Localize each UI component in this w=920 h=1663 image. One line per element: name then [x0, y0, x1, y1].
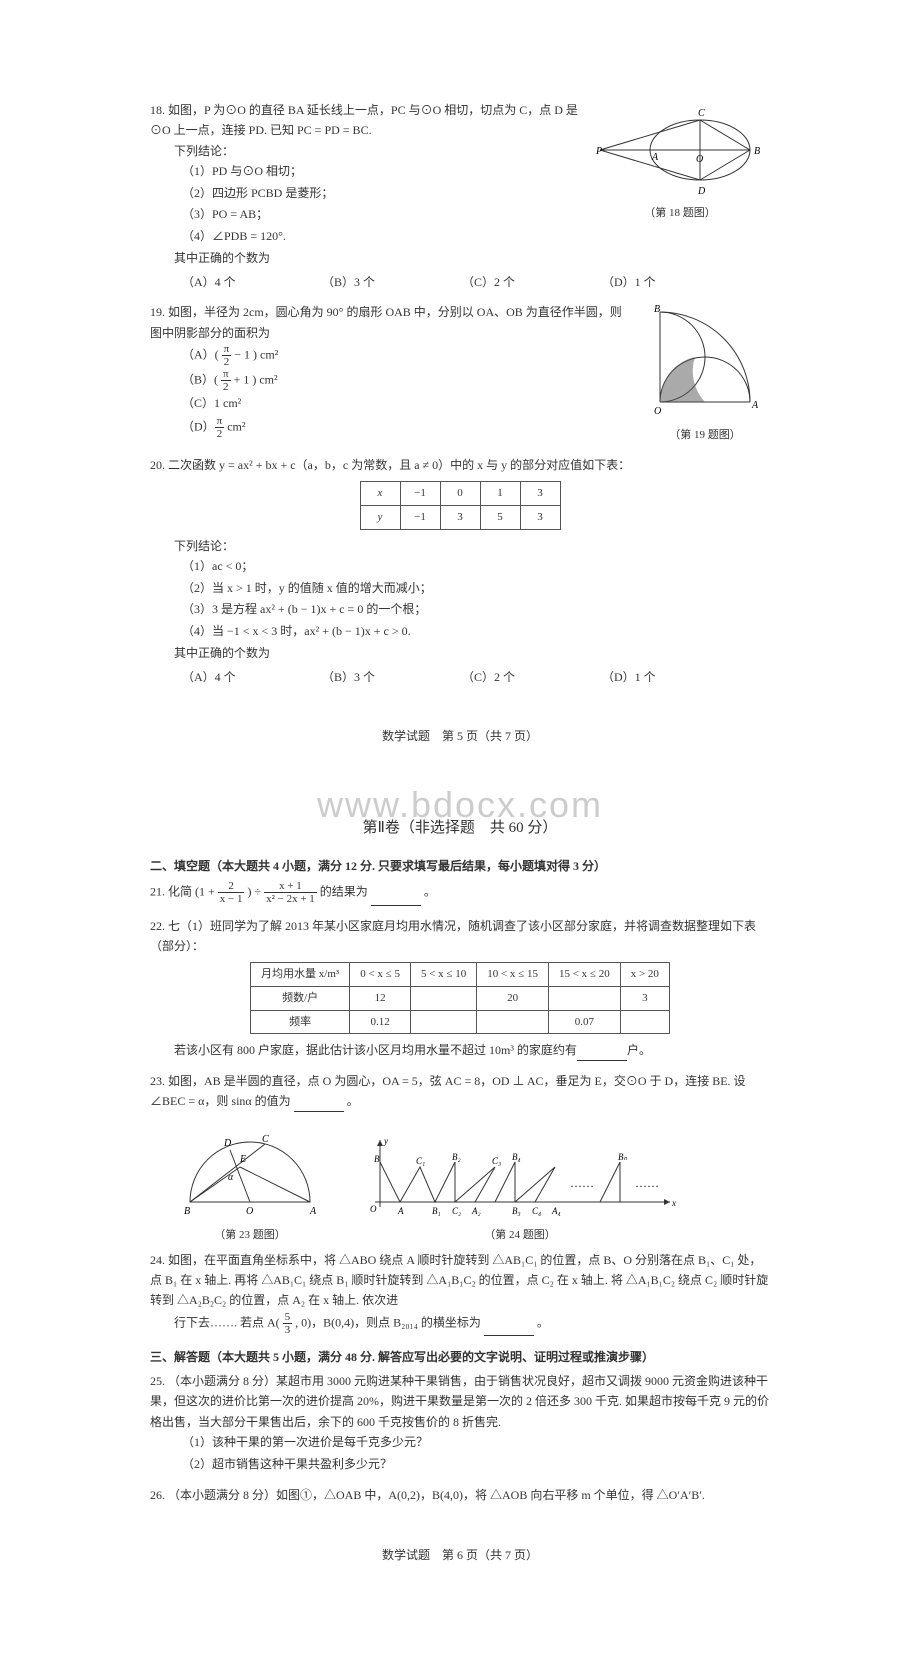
q20-lead: 下列结论：: [150, 536, 770, 556]
svg-text:x: x: [671, 1198, 676, 1208]
svg-text:O: O: [654, 406, 661, 417]
svg-text:C₁: C₁: [416, 1156, 425, 1166]
q18-choice-b: （B）3 个: [322, 272, 402, 292]
question-21: 21. 化简 (1 + 2x − 1 ) ÷ x + 1x² − 2x + 1 …: [150, 880, 770, 905]
svg-text:B: B: [374, 1154, 380, 1164]
q18-choice-a: （A）4 个: [182, 272, 262, 292]
svg-text:A₄: A₄: [551, 1206, 561, 1216]
q20-choice-b: （B）3 个: [322, 667, 402, 687]
svg-text:E: E: [239, 1154, 246, 1165]
q19-stem: 19. 如图，半径为 2cm，圆心角为 90° 的扇形 OAB 中，分别以 OA…: [150, 302, 630, 343]
q23-figure: B A O C D E α （第 23 题图）: [170, 1122, 330, 1242]
svg-text:C₄: C₄: [532, 1206, 541, 1216]
section-3-heading: 三、解答题（本大题共 5 小题，满分 48 分. 解答应写出必要的文字说明、证明…: [150, 1348, 770, 1365]
svg-text:A: A: [309, 1206, 317, 1217]
svg-text:A: A: [397, 1206, 404, 1216]
q25-s2: （2）超市销售这种干果共盈利多少元？: [150, 1454, 770, 1476]
svg-text:……: ……: [570, 1176, 594, 1190]
q24-line2: 行下去……. 若点 A( 53 , 0)，B(0,4)，则点 B₂₀₁₄ 的横坐…: [150, 1311, 770, 1336]
question-22: 22. 七（1）班同学为了解 2013 年某小区家庭月均用水情况，随机调查了该小…: [150, 916, 770, 1061]
q20-choice-a: （A）4 个: [182, 667, 262, 687]
svg-text:C₂: C₂: [452, 1206, 461, 1216]
question-26: 26. （本小题满分 8 分）如图①，△OAB 中，A(0,2)，B(4,0)，…: [150, 1485, 770, 1505]
svg-text:B₁: B₁: [432, 1206, 441, 1216]
question-23: 23. 如图，AB 是半圆的直径，点 O 为圆心，OA = 5，弦 AC = 8…: [150, 1071, 770, 1112]
q18-s1: （1）PD 与⊙O 相切；: [150, 161, 580, 183]
q20-s1: （1）ac < 0；: [150, 556, 770, 578]
q23-stem: 23. 如图，AB 是半圆的直径，点 O 为圆心，OA = 5，弦 AC = 8…: [150, 1074, 746, 1108]
svg-text:P: P: [595, 146, 602, 157]
svg-text:y: y: [383, 1136, 388, 1146]
svg-text:C₃: C₃: [492, 1156, 501, 1166]
q26-stem: 26. （本小题满分 8 分）如图①，△OAB 中，A(0,2)，B(4,0)，…: [150, 1485, 770, 1505]
q20-s2: （2）当 x > 1 时，y 的值随 x 值的增大而减小；: [150, 578, 770, 600]
svg-text:B₃: B₃: [512, 1206, 521, 1216]
q20-table: x −1 0 1 3 y −1 3 5 3: [360, 481, 561, 529]
svg-text:C: C: [262, 1134, 269, 1145]
svg-text:B: B: [184, 1206, 190, 1217]
svg-text:O: O: [696, 154, 703, 165]
q19-fig-label: （第 19 题图）: [640, 426, 770, 445]
q19-choice-a: （A）( π2 − 1 ) cm²: [150, 343, 630, 368]
q22-table: 月均用水量 x/m³ 0 < x ≤ 55 < x ≤ 10 10 < x ≤ …: [250, 962, 670, 1034]
svg-text:O: O: [370, 1204, 377, 1214]
svg-text:C: C: [698, 108, 705, 119]
part-2-title: 第Ⅱ卷（非选择题 共 60 分）: [150, 816, 770, 837]
q18-figure: P A O B C D （第 18 题图）: [590, 100, 770, 223]
q24-blank: [484, 1324, 534, 1336]
svg-text:A: A: [751, 400, 759, 411]
svg-text:A₂: A₂: [471, 1206, 481, 1216]
page-6-footer: 数学试题 第 6 页（共 7 页）: [150, 1546, 770, 1563]
q18-tail: 其中正确的个数为: [150, 248, 580, 268]
svg-text:B: B: [754, 146, 760, 157]
q20-tail: 其中正确的个数为: [150, 643, 770, 663]
q20-stem: 20. 二次函数 y = ax² + bx + c（a，b，c 为常数，且 a …: [150, 455, 770, 475]
q20-choice-d: （D）1 个: [602, 667, 682, 687]
q24-figure: y x O B A C₁ B₁ B₂ C₂ A₂ C₃ B₃ B₄ C₄ A₄ …: [360, 1132, 680, 1242]
section-2-heading: 二、填空题（本大题共 4 小题，满分 12 分. 只要求填写最后结果，每小题填对…: [150, 857, 770, 874]
q23-blank: [294, 1100, 344, 1112]
q18-lead: 下列结论：: [150, 141, 580, 161]
q22-stem: 22. 七（1）班同学为了解 2013 年某小区家庭月均用水情况，随机调查了该小…: [150, 916, 770, 957]
svg-text:D: D: [697, 186, 706, 197]
q20-s3: （3）3 是方程 ax² + (b − 1)x + c = 0 的一个根；: [150, 599, 770, 621]
figures-row: B A O C D E α （第 23 题图） y x O B: [170, 1122, 770, 1242]
page-5-footer: 数学试题 第 5 页（共 7 页）: [150, 727, 770, 744]
q18-s3: （3）PO = AB；: [150, 204, 580, 226]
svg-text:α: α: [228, 1172, 234, 1183]
question-19: 19. 如图，半径为 2cm，圆心角为 90° 的扇形 OAB 中，分别以 OA…: [150, 302, 770, 445]
q19-choice-c: （C）1 cm²: [150, 393, 630, 415]
svg-text:B₂: B₂: [452, 1152, 461, 1162]
q18-s4: （4）∠PDB = 120°.: [150, 226, 580, 248]
svg-text:B: B: [654, 304, 660, 315]
q19-choice-d: （D）π2 cm²: [150, 415, 630, 440]
svg-text:Bₙ: Bₙ: [618, 1152, 627, 1162]
q18-fig-label: （第 18 题图）: [590, 204, 770, 223]
q22-tail: 若该小区有 800 户家庭，据此估计该小区月均用水量不超过 10m³ 的家庭约有…: [150, 1040, 770, 1060]
q18-s2: （2）四边形 PCBD 是菱形；: [150, 183, 580, 205]
svg-text:O: O: [246, 1206, 253, 1217]
svg-text:A: A: [651, 152, 659, 163]
svg-text:D: D: [223, 1138, 232, 1149]
q21-blank: [371, 894, 421, 906]
q18-stem: 18. 如图，P 为⊙O 的直径 BA 延长线上一点，PC 与⊙O 相切，切点为…: [150, 100, 580, 141]
q20-choice-c: （C）2 个: [462, 667, 542, 687]
svg-text:……: ……: [635, 1176, 659, 1190]
q25-s1: （1）该种干果的第一次进价是每千克多少元？: [150, 1432, 770, 1454]
question-25: 25. （本小题满分 8 分）某超市用 3000 元购进某种干果销售，由于销售状…: [150, 1371, 770, 1475]
q19-figure: O A B （第 19 题图）: [640, 302, 770, 445]
question-18: 18. 如图，P 为⊙O 的直径 BA 延长线上一点，PC 与⊙O 相切，切点为…: [150, 100, 770, 292]
q18-choice-c: （C）2 个: [462, 272, 542, 292]
question-24: 24. 如图，在平面直角坐标系中，将 △ABO 绕点 A 顺时针旋转到 △AB₁…: [150, 1250, 770, 1336]
svg-text:B₄: B₄: [512, 1152, 521, 1162]
q18-choice-d: （D）1 个: [602, 272, 682, 292]
q20-s4: （4）当 −1 < x < 3 时，ax² + (b − 1)x + c > 0…: [150, 621, 770, 643]
q19-choice-b: （B）( π2 + 1 ) cm²: [150, 368, 630, 393]
q25-stem: 25. （本小题满分 8 分）某超市用 3000 元购进某种干果销售，由于销售状…: [150, 1371, 770, 1432]
question-20: 20. 二次函数 y = ax² + bx + c（a，b，c 为常数，且 a …: [150, 455, 770, 687]
